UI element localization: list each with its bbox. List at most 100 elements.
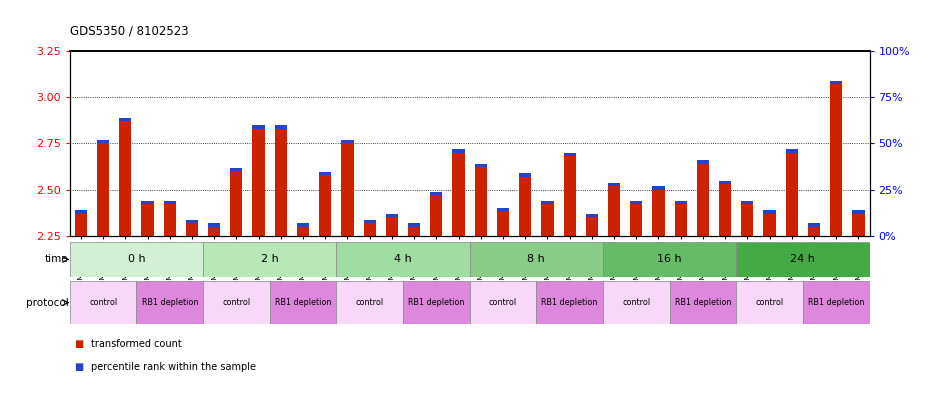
Bar [564, 153, 576, 156]
Bar [208, 226, 220, 236]
Bar [274, 129, 287, 236]
Text: 4 h: 4 h [394, 254, 412, 264]
Bar [808, 223, 820, 227]
Bar [697, 164, 709, 236]
Bar [337, 281, 403, 324]
Bar [231, 171, 243, 236]
Bar [403, 281, 470, 324]
Text: protocol: protocol [26, 298, 69, 308]
Text: RB1 depletion: RB1 depletion [408, 298, 464, 307]
Bar [364, 223, 376, 236]
Text: time: time [45, 254, 69, 264]
Text: ■: ■ [74, 339, 84, 349]
Bar [737, 281, 803, 324]
Bar [164, 204, 176, 236]
Bar [541, 204, 553, 236]
Bar [541, 201, 553, 204]
Bar [297, 223, 309, 227]
Bar [208, 223, 220, 227]
Bar [408, 223, 420, 227]
Bar [119, 118, 131, 121]
Bar [431, 195, 443, 236]
Bar [341, 140, 353, 143]
Bar [741, 201, 753, 204]
Bar [70, 281, 137, 324]
Text: percentile rank within the sample: percentile rank within the sample [91, 362, 256, 373]
Bar [564, 156, 576, 236]
Bar [119, 121, 131, 236]
Bar [319, 171, 331, 175]
Bar [603, 281, 670, 324]
Bar [674, 204, 687, 236]
Text: control: control [622, 298, 650, 307]
Bar [164, 201, 176, 204]
Bar [141, 201, 153, 204]
Bar [808, 226, 820, 236]
Bar [631, 201, 643, 204]
Bar [830, 81, 843, 84]
Bar [408, 226, 420, 236]
Bar [203, 281, 270, 324]
Text: control: control [355, 298, 384, 307]
Bar [519, 173, 531, 177]
Text: RB1 depletion: RB1 depletion [808, 298, 864, 307]
Bar [803, 281, 870, 324]
Bar [852, 214, 865, 236]
Bar [270, 281, 337, 324]
Text: GDS5350 / 8102523: GDS5350 / 8102523 [70, 24, 189, 37]
Text: control: control [222, 298, 250, 307]
Bar [252, 125, 265, 129]
Text: 0 h: 0 h [127, 254, 145, 264]
Bar [497, 208, 509, 212]
Bar [137, 281, 203, 324]
Bar [97, 143, 109, 236]
Bar [497, 212, 509, 236]
Bar [186, 223, 198, 236]
Bar [719, 184, 731, 236]
Bar [786, 152, 798, 236]
Bar [341, 143, 353, 236]
Bar [474, 167, 487, 236]
Text: ■: ■ [74, 362, 84, 373]
Text: RB1 depletion: RB1 depletion [675, 298, 731, 307]
Bar [470, 281, 537, 324]
Bar [97, 140, 109, 143]
Bar [252, 129, 265, 236]
Bar [231, 168, 243, 171]
Bar [470, 242, 603, 277]
Bar [537, 281, 603, 324]
Text: 24 h: 24 h [790, 254, 816, 264]
Bar [586, 214, 598, 217]
Text: RB1 depletion: RB1 depletion [275, 298, 331, 307]
Bar [297, 226, 309, 236]
Text: control: control [755, 298, 784, 307]
Text: RB1 depletion: RB1 depletion [141, 298, 198, 307]
Bar [670, 281, 737, 324]
Bar [319, 175, 331, 236]
Bar [70, 242, 203, 277]
Text: control: control [489, 298, 517, 307]
Bar [186, 220, 198, 223]
Bar [608, 183, 620, 186]
Bar [74, 210, 87, 214]
Text: RB1 depletion: RB1 depletion [541, 298, 598, 307]
Bar [203, 242, 337, 277]
Bar [452, 152, 465, 236]
Text: control: control [89, 298, 117, 307]
Bar [764, 210, 776, 214]
Bar [74, 214, 87, 236]
Bar [674, 201, 687, 204]
Bar [741, 204, 753, 236]
Bar [274, 125, 287, 129]
Bar [652, 189, 665, 236]
Bar [608, 186, 620, 236]
Bar [386, 214, 398, 217]
Text: 16 h: 16 h [658, 254, 682, 264]
Bar [652, 186, 665, 189]
Bar [519, 177, 531, 236]
Bar [386, 217, 398, 236]
Text: 8 h: 8 h [527, 254, 545, 264]
Bar [830, 84, 843, 236]
Bar [737, 242, 870, 277]
Bar [586, 217, 598, 236]
